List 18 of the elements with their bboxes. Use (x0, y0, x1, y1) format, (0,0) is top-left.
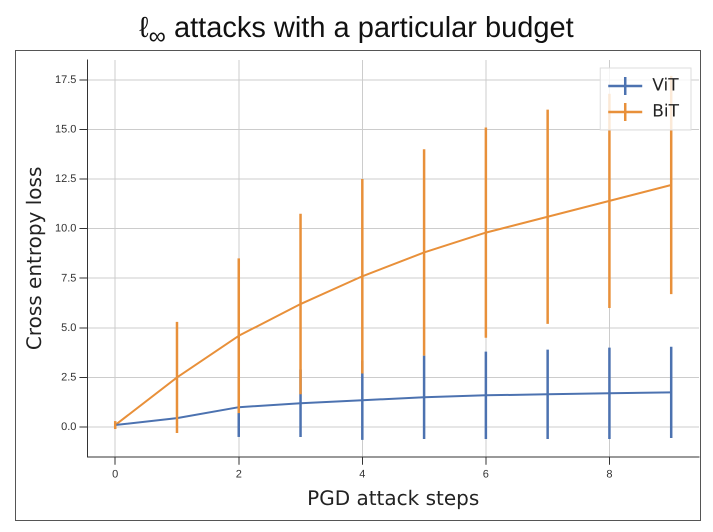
y-tick-label: 2.5 (61, 371, 76, 384)
x-tick-label: 0 (112, 468, 118, 480)
y-axis-title: Cross entropy loss (22, 166, 46, 350)
x-tick-label: 8 (606, 468, 612, 480)
y-tick-label: 0.0 (61, 421, 76, 434)
x-axis-title: PGD attack steps (307, 486, 480, 510)
legend-label: BiT (652, 101, 680, 122)
y-tick-label: 5.0 (61, 322, 76, 334)
chart-title: ℓ$_{∞}$ attacks with a particular budget (138, 11, 575, 50)
y-tick-label: 7.5 (61, 272, 76, 284)
x-tick-label: 4 (359, 468, 366, 480)
y-tick-label: 17.5 (54, 74, 76, 86)
x-tick-label: 2 (236, 468, 242, 480)
y-tick-label: 12.5 (54, 173, 76, 186)
y-tick-label: 15.0 (54, 123, 76, 136)
y-tick-label: 10.0 (54, 222, 76, 235)
x-tick-label: 6 (482, 468, 489, 480)
legend-label: ViT (652, 75, 680, 96)
